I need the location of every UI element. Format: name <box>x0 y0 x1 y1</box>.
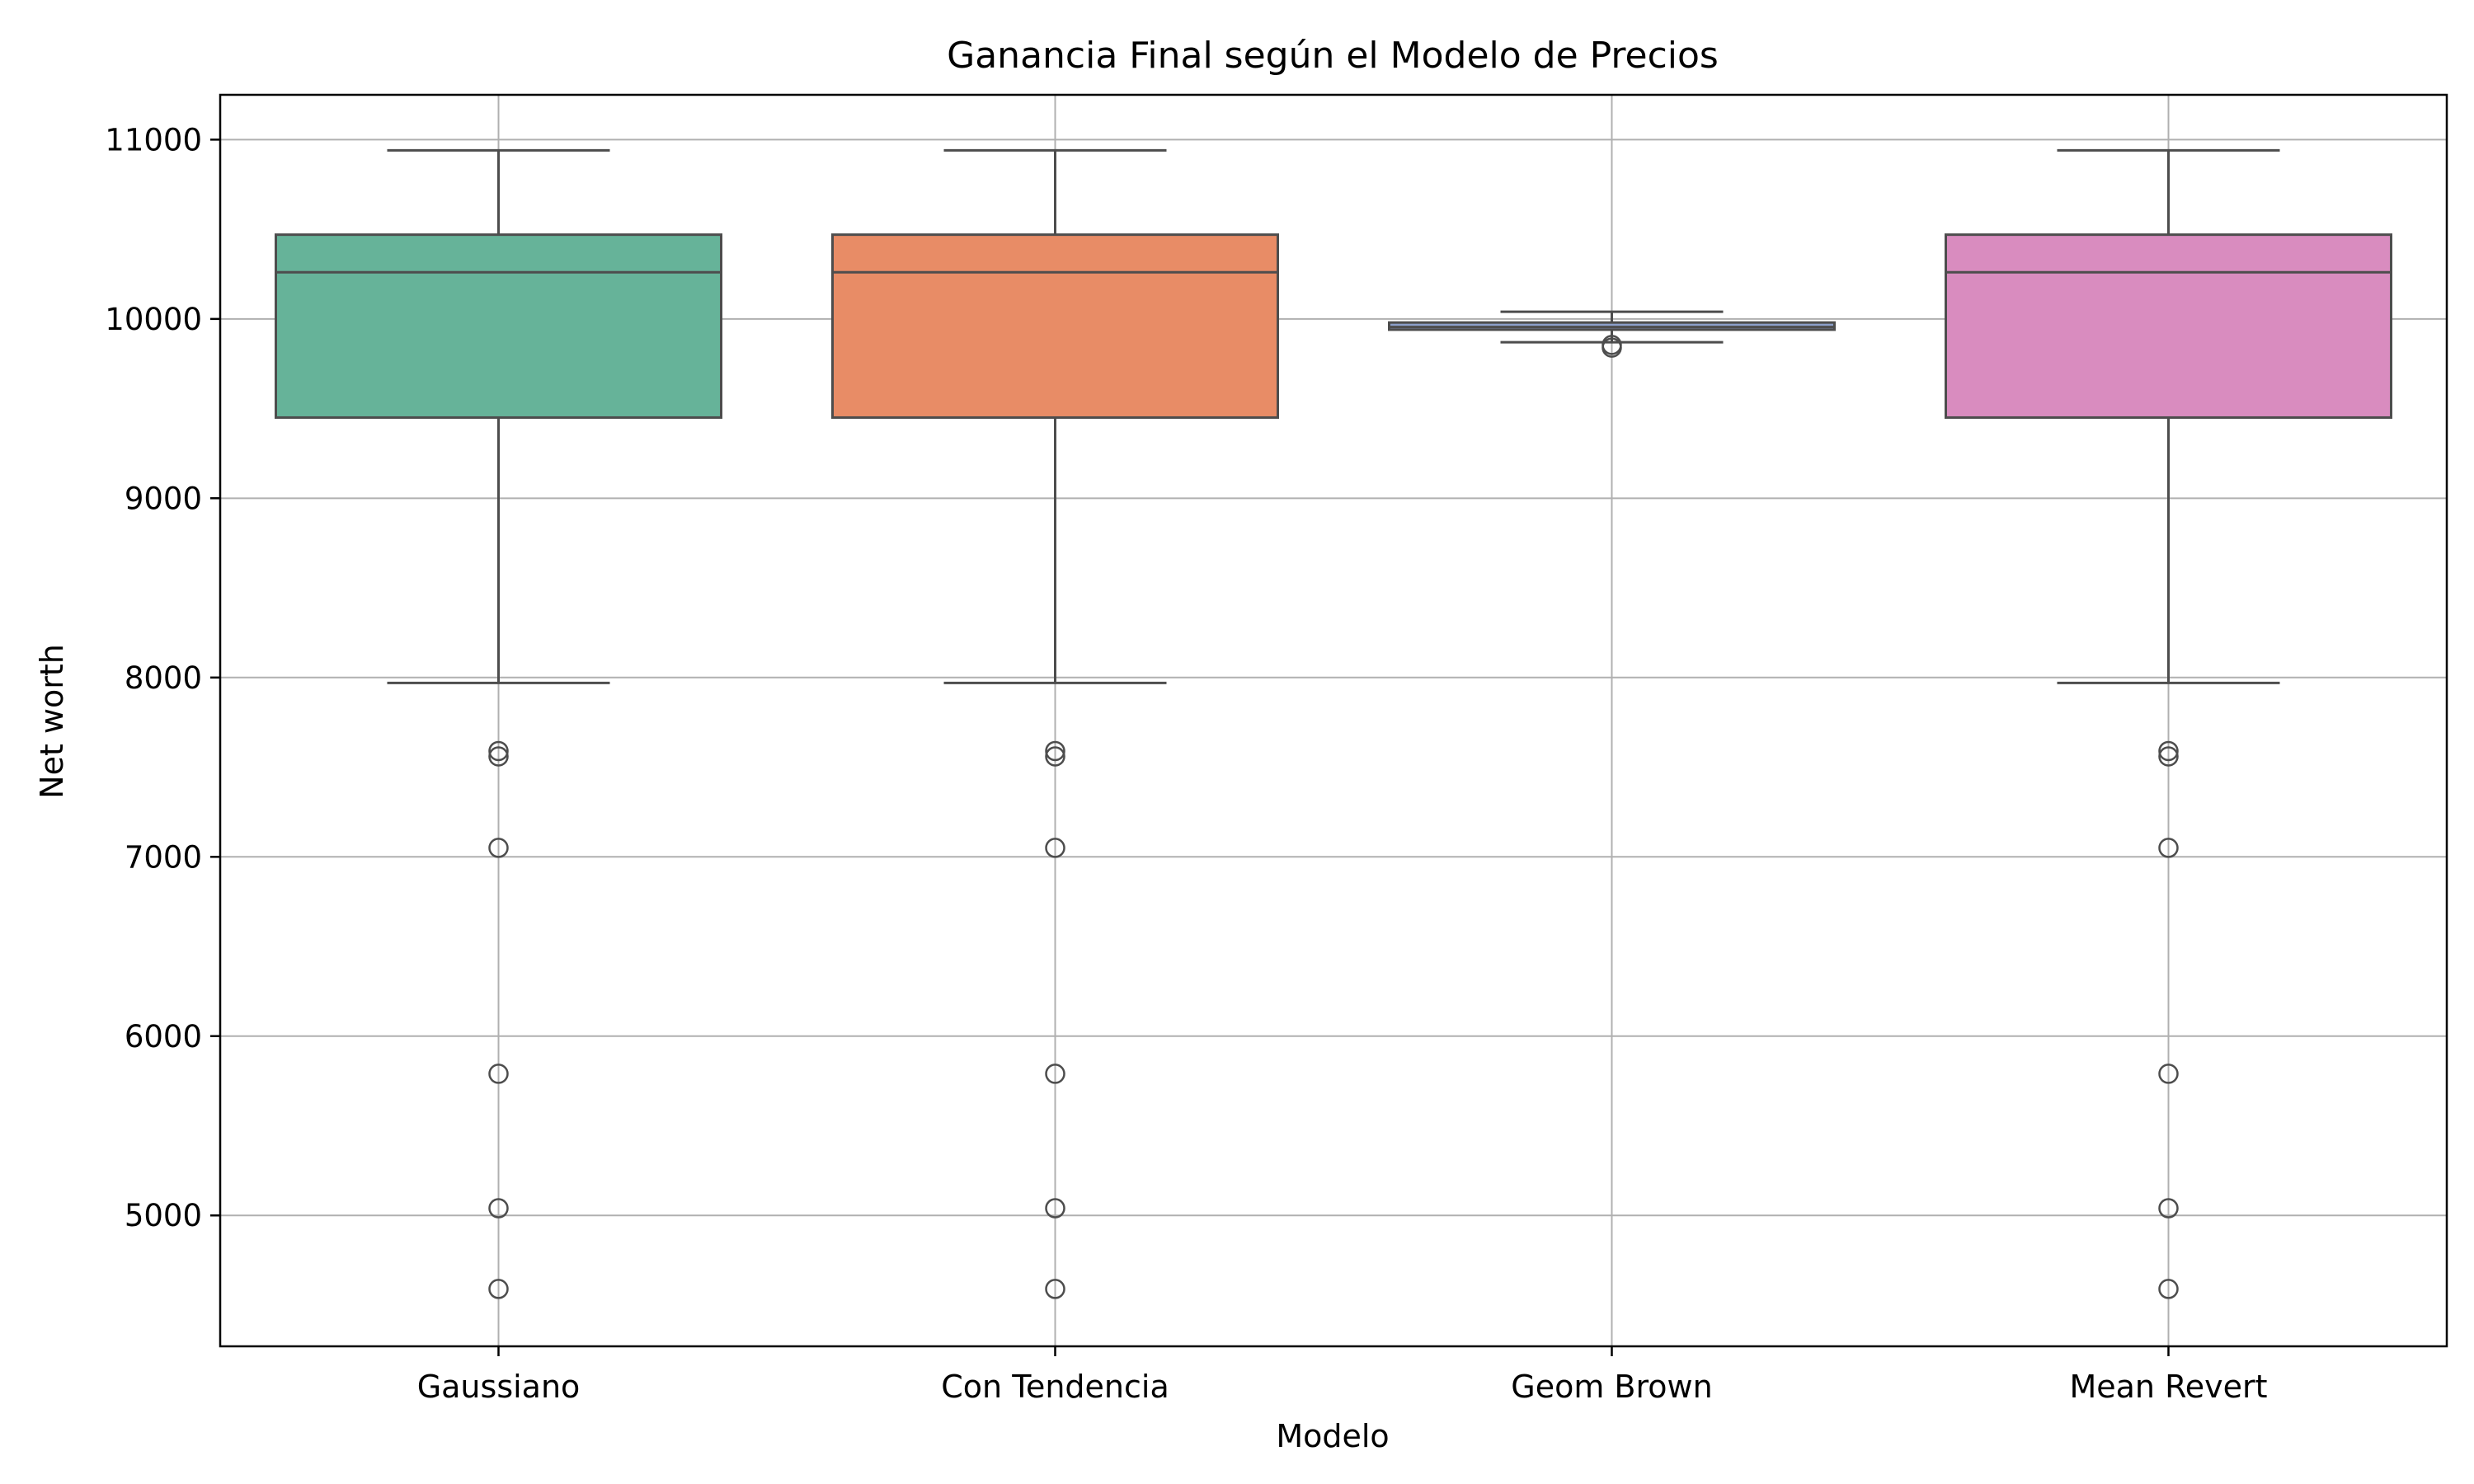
box-group <box>1388 310 1836 358</box>
outlier-point <box>2158 740 2179 762</box>
box-group <box>831 148 1279 1299</box>
box-body <box>1945 233 2392 419</box>
x-axis-label: Modelo <box>1276 1418 1389 1454</box>
outlier-point <box>488 740 509 762</box>
x-tick-label: Mean Revert <box>2069 1369 2267 1405</box>
plot-frame <box>219 93 2448 1348</box>
outlier-point <box>2158 746 2179 767</box>
y-tick-label: 6000 <box>125 1019 202 1054</box>
outlier-point <box>488 746 509 767</box>
outlier-point <box>2158 1064 2179 1084</box>
y-tick-label: 10000 <box>105 302 202 337</box>
y-tick-label: 11000 <box>105 122 202 157</box>
box-body <box>275 233 722 419</box>
outlier-point <box>2158 1279 2179 1299</box>
outlier-point <box>2158 838 2179 858</box>
chart-title: Ganancia Final según el Modelo de Precio… <box>947 35 1719 77</box>
outlier-point <box>488 1279 509 1299</box>
y-tick-label: 9000 <box>125 481 202 516</box>
box-body <box>831 233 1279 419</box>
y-axis: 5000 6000 7000 8000 9000 10000 11000 <box>105 122 220 1233</box>
outlier-point <box>2158 1198 2179 1219</box>
outlier-point <box>1045 1064 1065 1084</box>
x-tick-label: Con Tendencia <box>941 1369 1169 1405</box>
box-group <box>1945 148 2392 1299</box>
outlier-point <box>488 1198 509 1219</box>
y-tick-label: 5000 <box>125 1198 202 1233</box>
x-tick-label: Gaussiano <box>417 1369 581 1405</box>
box-group <box>275 148 722 1299</box>
x-axis: Gaussiano Con Tendencia Geom Brown Mean Rev… <box>417 1346 2268 1405</box>
outlier-point <box>1045 1198 1065 1219</box>
y-tick-label: 7000 <box>125 839 202 875</box>
outlier-point <box>1045 746 1065 767</box>
outlier-point <box>1045 838 1065 858</box>
outlier-point <box>488 838 509 858</box>
y-axis-label: Net worth <box>34 644 70 799</box>
y-tick-label: 8000 <box>125 660 202 696</box>
x-tick-label: Geom Brown <box>1511 1369 1712 1405</box>
outlier-point <box>1602 337 1622 358</box>
outlier-point <box>1045 740 1065 762</box>
outlier-point <box>1045 1279 1065 1299</box>
boxes-layer <box>275 148 2392 1299</box>
outlier-point <box>488 1064 509 1084</box>
